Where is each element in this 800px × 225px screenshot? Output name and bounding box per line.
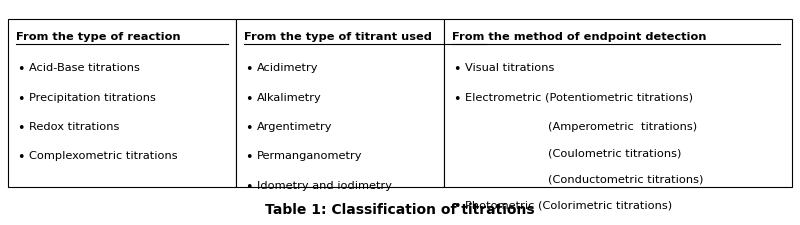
Text: Electrometric (Potentiometric titrations): Electrometric (Potentiometric titrations… <box>465 92 693 102</box>
FancyBboxPatch shape <box>236 20 444 187</box>
Text: (Amperometric  titrations): (Amperometric titrations) <box>548 122 697 131</box>
Text: •: • <box>454 63 461 76</box>
Text: Precipitation titrations: Precipitation titrations <box>29 92 156 102</box>
Text: •: • <box>18 63 25 76</box>
Text: From the method of endpoint detection: From the method of endpoint detection <box>452 32 706 41</box>
Text: •: • <box>246 92 253 105</box>
Text: From the type of reaction: From the type of reaction <box>16 32 181 41</box>
Text: Permanganometry: Permanganometry <box>257 151 362 161</box>
Text: •: • <box>246 63 253 76</box>
FancyBboxPatch shape <box>8 20 236 187</box>
FancyBboxPatch shape <box>444 20 792 187</box>
Text: Acid-Base titrations: Acid-Base titrations <box>29 63 140 73</box>
Text: •: • <box>454 92 461 105</box>
Text: Redox titrations: Redox titrations <box>29 122 119 131</box>
Text: •: • <box>454 199 461 212</box>
Text: •: • <box>18 122 25 135</box>
Text: •: • <box>18 92 25 105</box>
Text: Visual titrations: Visual titrations <box>465 63 554 73</box>
Text: Acidimetry: Acidimetry <box>257 63 318 73</box>
Text: Table 1: Classification of titrations: Table 1: Classification of titrations <box>265 202 535 216</box>
Text: From the type of titrant used: From the type of titrant used <box>244 32 432 41</box>
Text: Complexometric titrations: Complexometric titrations <box>29 151 178 161</box>
Text: Argentimetry: Argentimetry <box>257 122 332 131</box>
Text: Idometry and iodimetry: Idometry and iodimetry <box>257 180 392 190</box>
Text: Photometric (Colorimetric titrations): Photometric (Colorimetric titrations) <box>465 199 672 209</box>
Text: Alkalimetry: Alkalimetry <box>257 92 322 102</box>
Text: •: • <box>246 151 253 164</box>
Text: (Coulometric titrations): (Coulometric titrations) <box>548 147 682 157</box>
Text: (Conductometric titrations): (Conductometric titrations) <box>548 173 703 183</box>
Text: •: • <box>18 151 25 164</box>
Text: •: • <box>246 180 253 193</box>
Text: •: • <box>246 122 253 135</box>
